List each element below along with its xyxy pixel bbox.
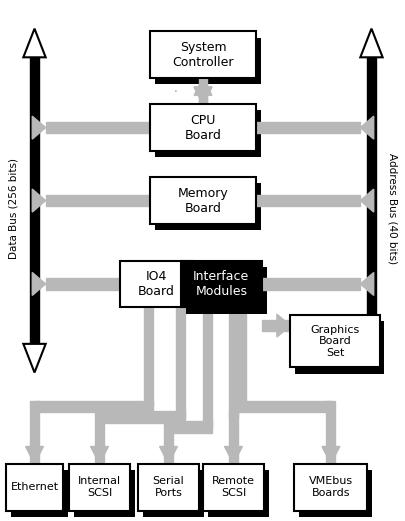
Text: Address Bus (40 bits): Address Bus (40 bits) <box>387 153 396 264</box>
Bar <box>298 470 371 517</box>
Bar <box>326 401 335 464</box>
Polygon shape <box>360 272 373 295</box>
Polygon shape <box>175 91 176 92</box>
Bar <box>150 104 255 151</box>
Bar <box>45 122 150 133</box>
Polygon shape <box>360 29 382 57</box>
Bar <box>155 38 260 84</box>
Bar <box>164 421 173 464</box>
Text: Graphics
Board
Set: Graphics Board Set <box>309 325 359 358</box>
Bar <box>180 260 261 307</box>
Polygon shape <box>23 29 45 57</box>
Polygon shape <box>360 116 373 139</box>
Bar <box>198 78 207 104</box>
Bar <box>138 464 198 511</box>
Polygon shape <box>32 272 45 295</box>
Bar <box>30 57 39 344</box>
Bar <box>119 260 192 307</box>
Bar <box>6 464 63 511</box>
Bar <box>143 470 203 517</box>
Bar <box>198 78 207 104</box>
Text: Data Bus (256 bits): Data Bus (256 bits) <box>9 158 18 259</box>
Polygon shape <box>248 272 261 295</box>
Bar <box>207 470 268 517</box>
Bar <box>150 177 255 224</box>
Bar <box>237 307 245 406</box>
Bar <box>290 315 379 367</box>
Bar <box>30 401 39 464</box>
Bar <box>255 122 360 133</box>
Polygon shape <box>90 446 108 464</box>
Bar <box>294 321 384 374</box>
Text: Remote
SCSI: Remote SCSI <box>211 476 254 498</box>
Bar <box>74 470 134 517</box>
Polygon shape <box>194 87 211 104</box>
Bar <box>202 307 211 427</box>
Polygon shape <box>194 78 211 95</box>
Bar <box>45 195 150 206</box>
Bar <box>255 195 360 206</box>
Bar <box>45 278 119 290</box>
Text: Memory
Board: Memory Board <box>177 187 228 215</box>
Bar <box>69 464 130 511</box>
Polygon shape <box>276 314 290 337</box>
Bar <box>150 31 255 78</box>
Bar <box>366 57 375 344</box>
Bar <box>34 401 152 412</box>
Bar <box>237 401 330 412</box>
Polygon shape <box>159 446 177 464</box>
Polygon shape <box>32 189 45 212</box>
Bar <box>294 464 367 511</box>
Polygon shape <box>194 87 211 104</box>
Text: Ethernet: Ethernet <box>11 482 58 492</box>
Text: Interface
Modules: Interface Modules <box>193 270 249 298</box>
Bar <box>185 267 266 314</box>
Bar <box>155 110 260 157</box>
Text: Serial
Ports: Serial Ports <box>152 476 184 498</box>
Bar <box>228 307 237 417</box>
Polygon shape <box>150 189 163 212</box>
Text: IO4
Board: IO4 Board <box>138 270 174 298</box>
Polygon shape <box>150 116 163 139</box>
Bar <box>95 411 104 464</box>
Polygon shape <box>224 446 242 464</box>
Bar <box>143 307 152 406</box>
Text: CPU
Board: CPU Board <box>184 114 221 142</box>
Text: Internal
SCSI: Internal SCSI <box>78 476 121 498</box>
Polygon shape <box>119 272 133 295</box>
Bar <box>155 183 260 230</box>
Polygon shape <box>26 446 43 464</box>
Bar <box>99 411 185 423</box>
Polygon shape <box>242 116 255 139</box>
Bar <box>228 411 237 464</box>
Bar <box>176 307 185 417</box>
Bar <box>261 278 360 290</box>
Polygon shape <box>360 344 382 373</box>
Text: VMEbus
Boards: VMEbus Boards <box>308 476 352 498</box>
Polygon shape <box>321 446 339 464</box>
Bar <box>261 320 290 331</box>
Polygon shape <box>23 344 45 373</box>
Bar <box>202 464 263 511</box>
Polygon shape <box>242 189 255 212</box>
Text: System
Controller: System Controller <box>172 41 233 69</box>
Polygon shape <box>360 189 373 212</box>
Bar <box>11 470 68 517</box>
Bar <box>168 421 211 433</box>
Polygon shape <box>32 116 45 139</box>
